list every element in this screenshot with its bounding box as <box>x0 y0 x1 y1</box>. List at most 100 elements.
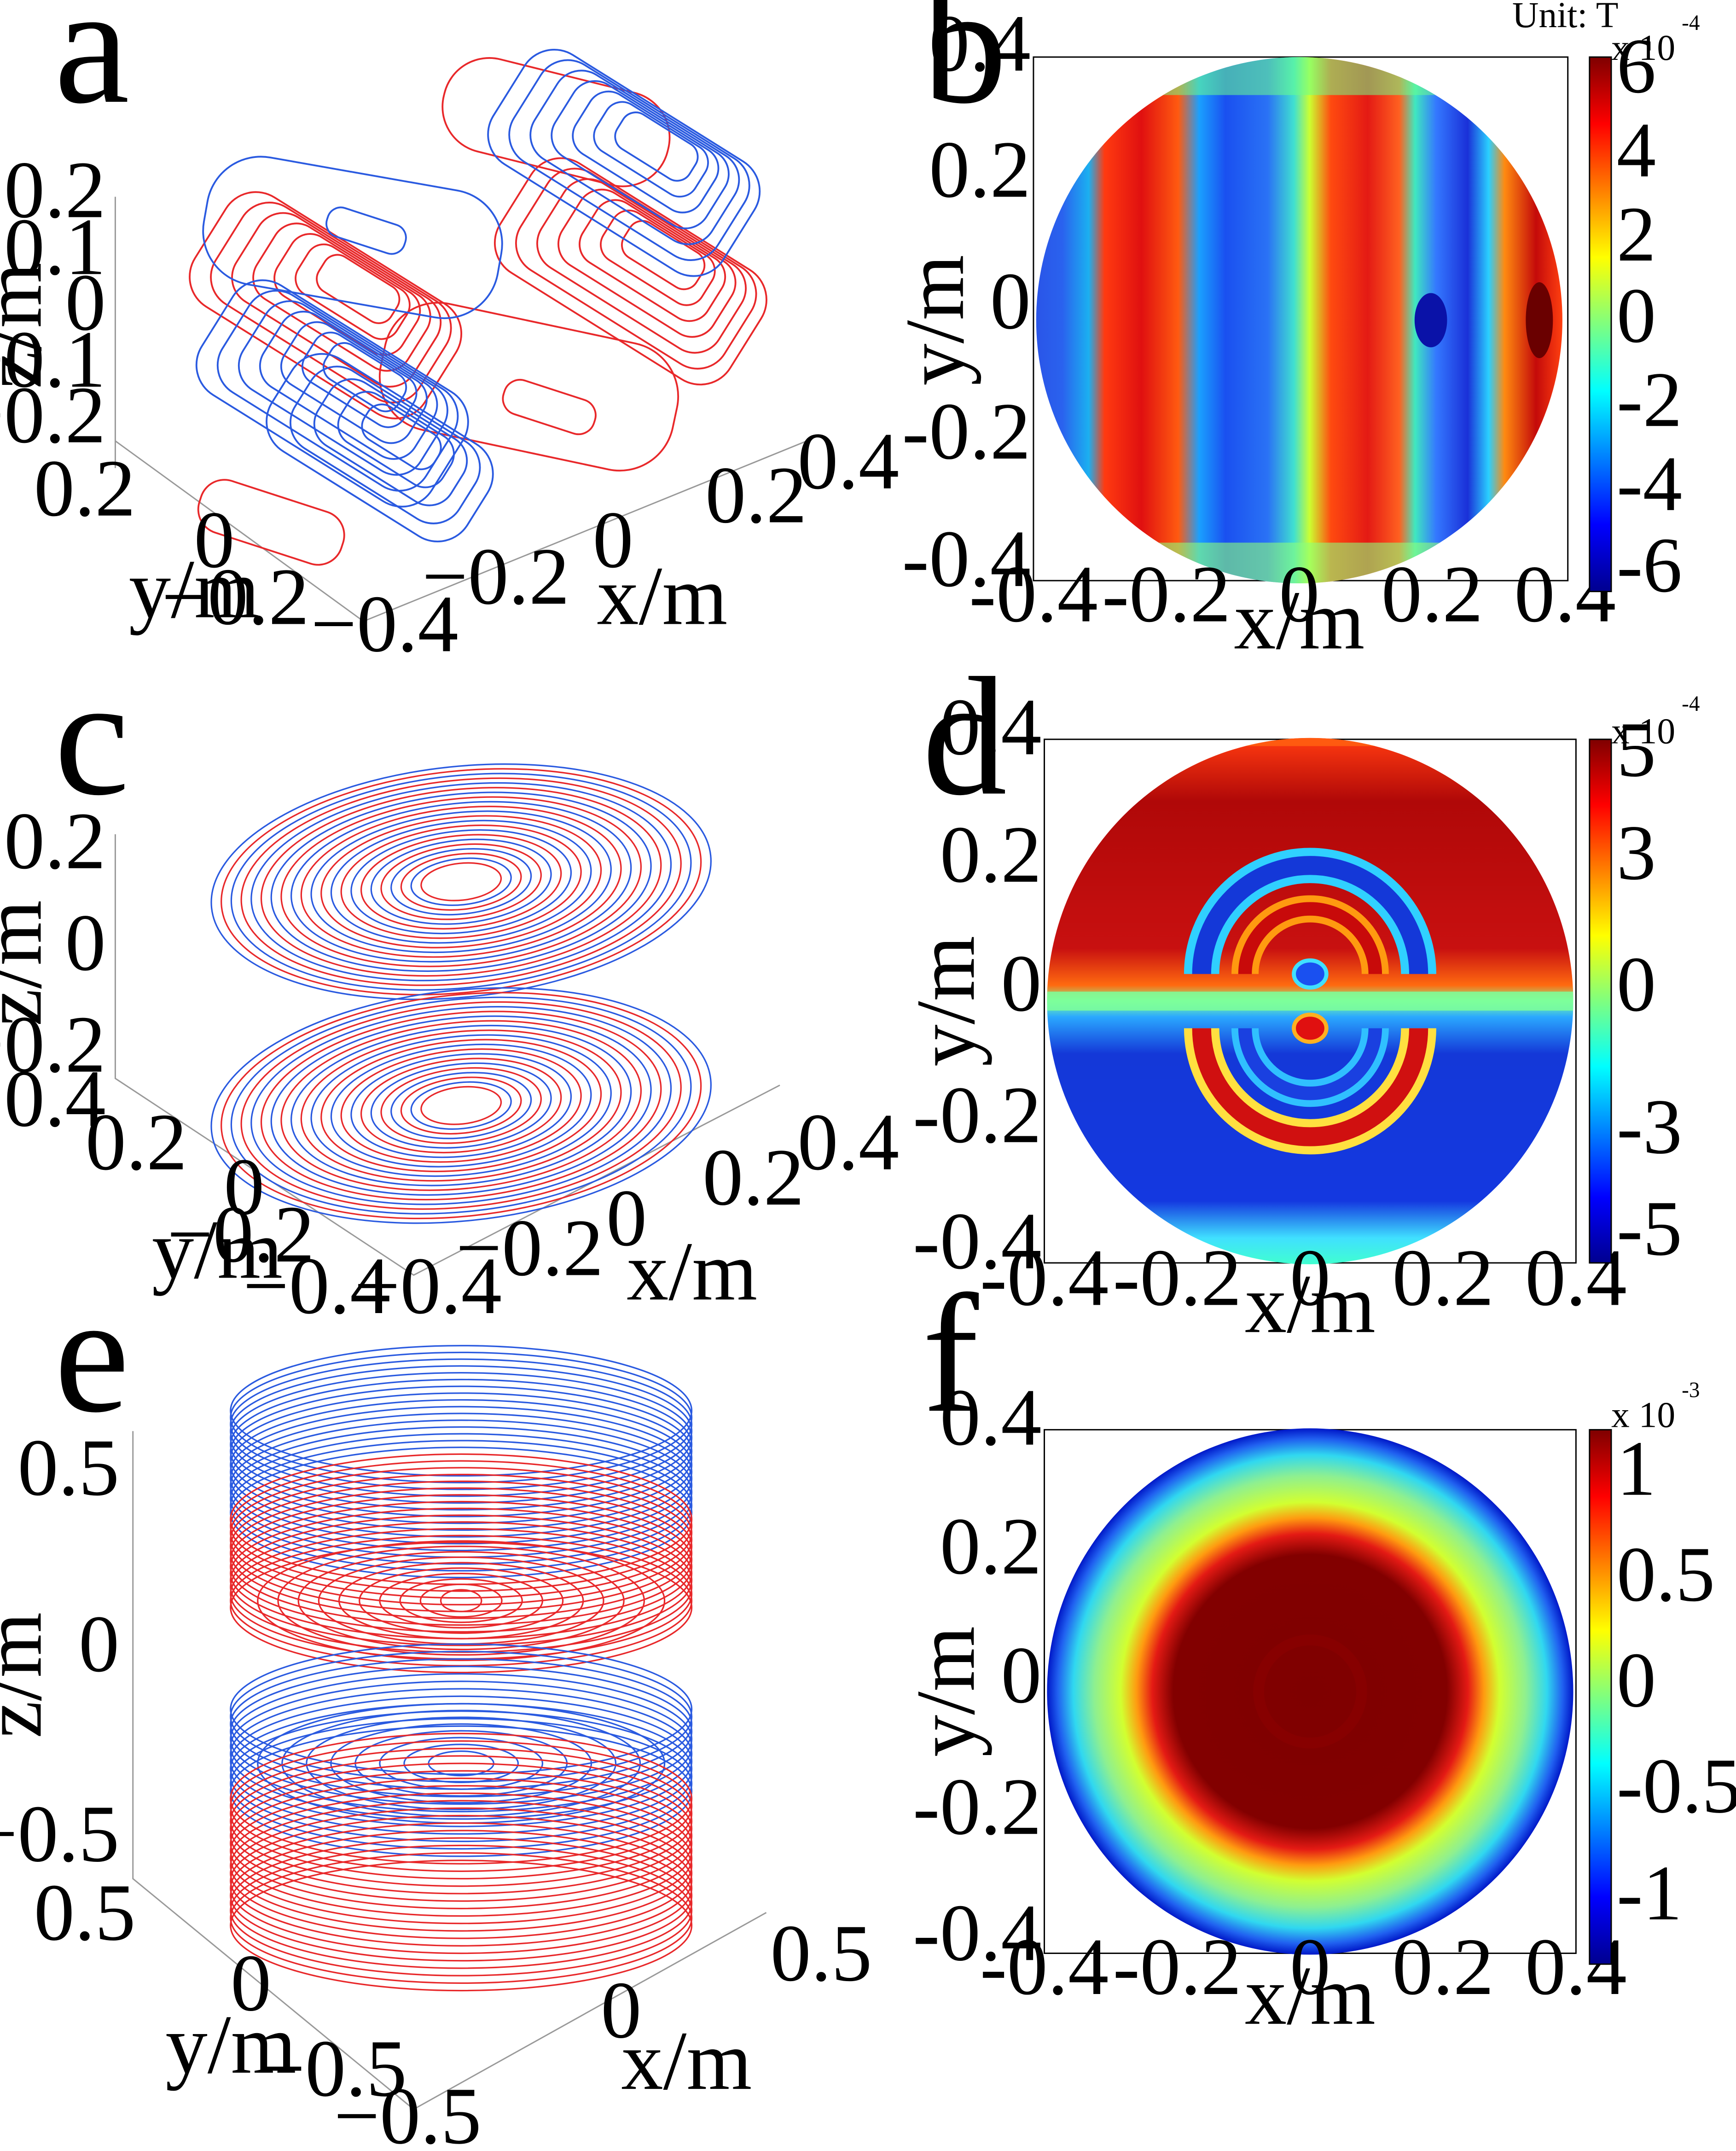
contour-line <box>231 212 442 388</box>
panel-f-plot: -0.4 -0.2 0 0.2 0.4 0.4 0.2 0 -0.2 -0.4 … <box>899 1372 1736 2042</box>
d-exponent-base: x 10 <box>1611 711 1675 752</box>
panel-c-plot: 0.2 0 −0.2 z/m 0.4 0.2 0 −0.2 −0.4 y/m −… <box>0 763 899 1331</box>
contour-line <box>306 1716 617 1810</box>
panel-a-negative-contours <box>195 48 761 543</box>
d-x-tick: -0.2 <box>1113 1232 1242 1323</box>
contour-line <box>230 1852 693 1984</box>
contour-line <box>338 1562 584 1639</box>
contour-line <box>230 1433 693 1565</box>
contour-line <box>257 1540 666 1661</box>
e-z-tick: 0 <box>79 1599 119 1689</box>
contour-line <box>230 1688 693 1820</box>
contour-line <box>277 1546 645 1656</box>
contour-line <box>297 1551 625 1651</box>
f-x-tick: -0.4 <box>980 1922 1109 2012</box>
b-exponent-base: x 10 <box>1611 28 1675 68</box>
contour-line <box>350 1053 572 1158</box>
a-z-tick: −0.1 <box>0 314 106 405</box>
b-cb-tick: -4 <box>1617 440 1682 527</box>
contour-line <box>230 1837 693 1969</box>
a-x-tick: 0.2 <box>705 450 807 540</box>
contour-line <box>230 1860 693 1992</box>
contour-line <box>280 796 642 967</box>
panel-e-contours <box>230 1345 693 1992</box>
contour-line <box>320 1039 602 1172</box>
a-z-tick: 0 <box>65 257 105 348</box>
a-y-tick: 0 <box>194 495 234 585</box>
contour-line <box>230 1710 693 1843</box>
contour-line <box>230 1800 693 1932</box>
b-y-tick: -0.2 <box>902 386 1031 477</box>
d-cb-tick: 0 <box>1617 941 1656 1028</box>
c-y-tick: 0 <box>224 1142 264 1232</box>
e-z-tick: −0.5 <box>0 1789 119 1879</box>
contour-line <box>508 59 750 261</box>
contour-line <box>230 1494 693 1626</box>
contour-line <box>310 810 612 953</box>
b-x-label: x/m <box>1234 573 1364 667</box>
contour-line <box>270 791 652 972</box>
contour-line <box>300 806 622 958</box>
e-z-label: z/m <box>0 1612 59 1738</box>
panel-a-positive-contours <box>189 57 767 566</box>
panel-label-a: a <box>54 0 129 139</box>
panel-label-c: c <box>54 643 129 831</box>
c-x-label: x/m <box>627 1225 757 1318</box>
contour-line <box>210 763 712 1000</box>
d-colorbar <box>1589 738 1612 1264</box>
contour-line <box>399 1578 523 1623</box>
d-x-tick: 0 <box>1290 1232 1330 1323</box>
contour-line <box>195 279 469 508</box>
f-cb-tick: 0.5 <box>1617 1531 1715 1618</box>
contour-line <box>230 1703 693 1835</box>
contour-line <box>380 843 542 920</box>
f-cb-tick: -1 <box>1617 1849 1682 1936</box>
a-z-tick: 0.2 <box>4 145 106 235</box>
contour-line <box>325 206 407 255</box>
contour-line <box>260 787 662 977</box>
panel-label-d: d <box>922 643 1007 831</box>
a-z-tick: 0.1 <box>4 202 106 292</box>
d-cb-tick: -3 <box>1617 1083 1682 1170</box>
contour-line <box>340 1048 582 1163</box>
contour-line <box>238 300 448 476</box>
b-field-disk <box>1036 57 1562 584</box>
contour-line <box>230 1487 693 1619</box>
contour-line <box>378 302 679 472</box>
contour-line <box>230 1541 693 1674</box>
d-y-tick: 0 <box>1001 938 1041 1029</box>
f-y-label: y/m <box>899 1626 992 1757</box>
contour-line <box>230 1844 693 1977</box>
e-y-tick: −0.5 <box>259 2023 407 2114</box>
e-x-tick: −0.5 <box>334 2071 482 2149</box>
e-y-tick: 0.5 <box>34 1867 136 1958</box>
f-x-label: x/m <box>1245 1949 1376 2042</box>
f-ticks: -0.4 -0.2 0 0.2 0.4 0.4 0.2 0 -0.2 -0.4 <box>913 1372 1627 2012</box>
contour-line <box>230 1822 693 1954</box>
c-z-label: z/m <box>0 900 59 1026</box>
contour-line <box>515 168 757 370</box>
contour-line <box>230 1807 693 1939</box>
panel-label-b: b <box>922 0 1007 139</box>
a-z-label: z/m <box>0 262 59 389</box>
contour-line <box>410 857 512 906</box>
contour-line <box>230 1413 693 1545</box>
f-colorbar-ticks: 1 0.5 0 -0.5 -1 <box>1617 1425 1736 1936</box>
contour-line <box>252 222 431 372</box>
b-y-tick: 0.2 <box>929 124 1031 215</box>
contour-line <box>230 1740 693 1872</box>
contour-line <box>420 862 502 901</box>
contour-line <box>330 820 592 944</box>
contour-line <box>230 1345 693 1477</box>
contour-line <box>316 254 401 324</box>
b-unit: Unit: T <box>1512 0 1619 35</box>
contour-line <box>593 101 709 198</box>
d-y-tick: 0.2 <box>940 809 1042 900</box>
contour-line <box>230 1419 693 1552</box>
c-x-tick: 0.2 <box>703 1132 804 1222</box>
c-x-tick: −0.4 <box>354 1241 502 1331</box>
contour-line <box>419 1583 503 1618</box>
d-cb-tick: -5 <box>1617 1185 1682 1272</box>
f-cb-tick: 0 <box>1617 1636 1656 1723</box>
c-z-tick: 0 <box>65 898 105 988</box>
